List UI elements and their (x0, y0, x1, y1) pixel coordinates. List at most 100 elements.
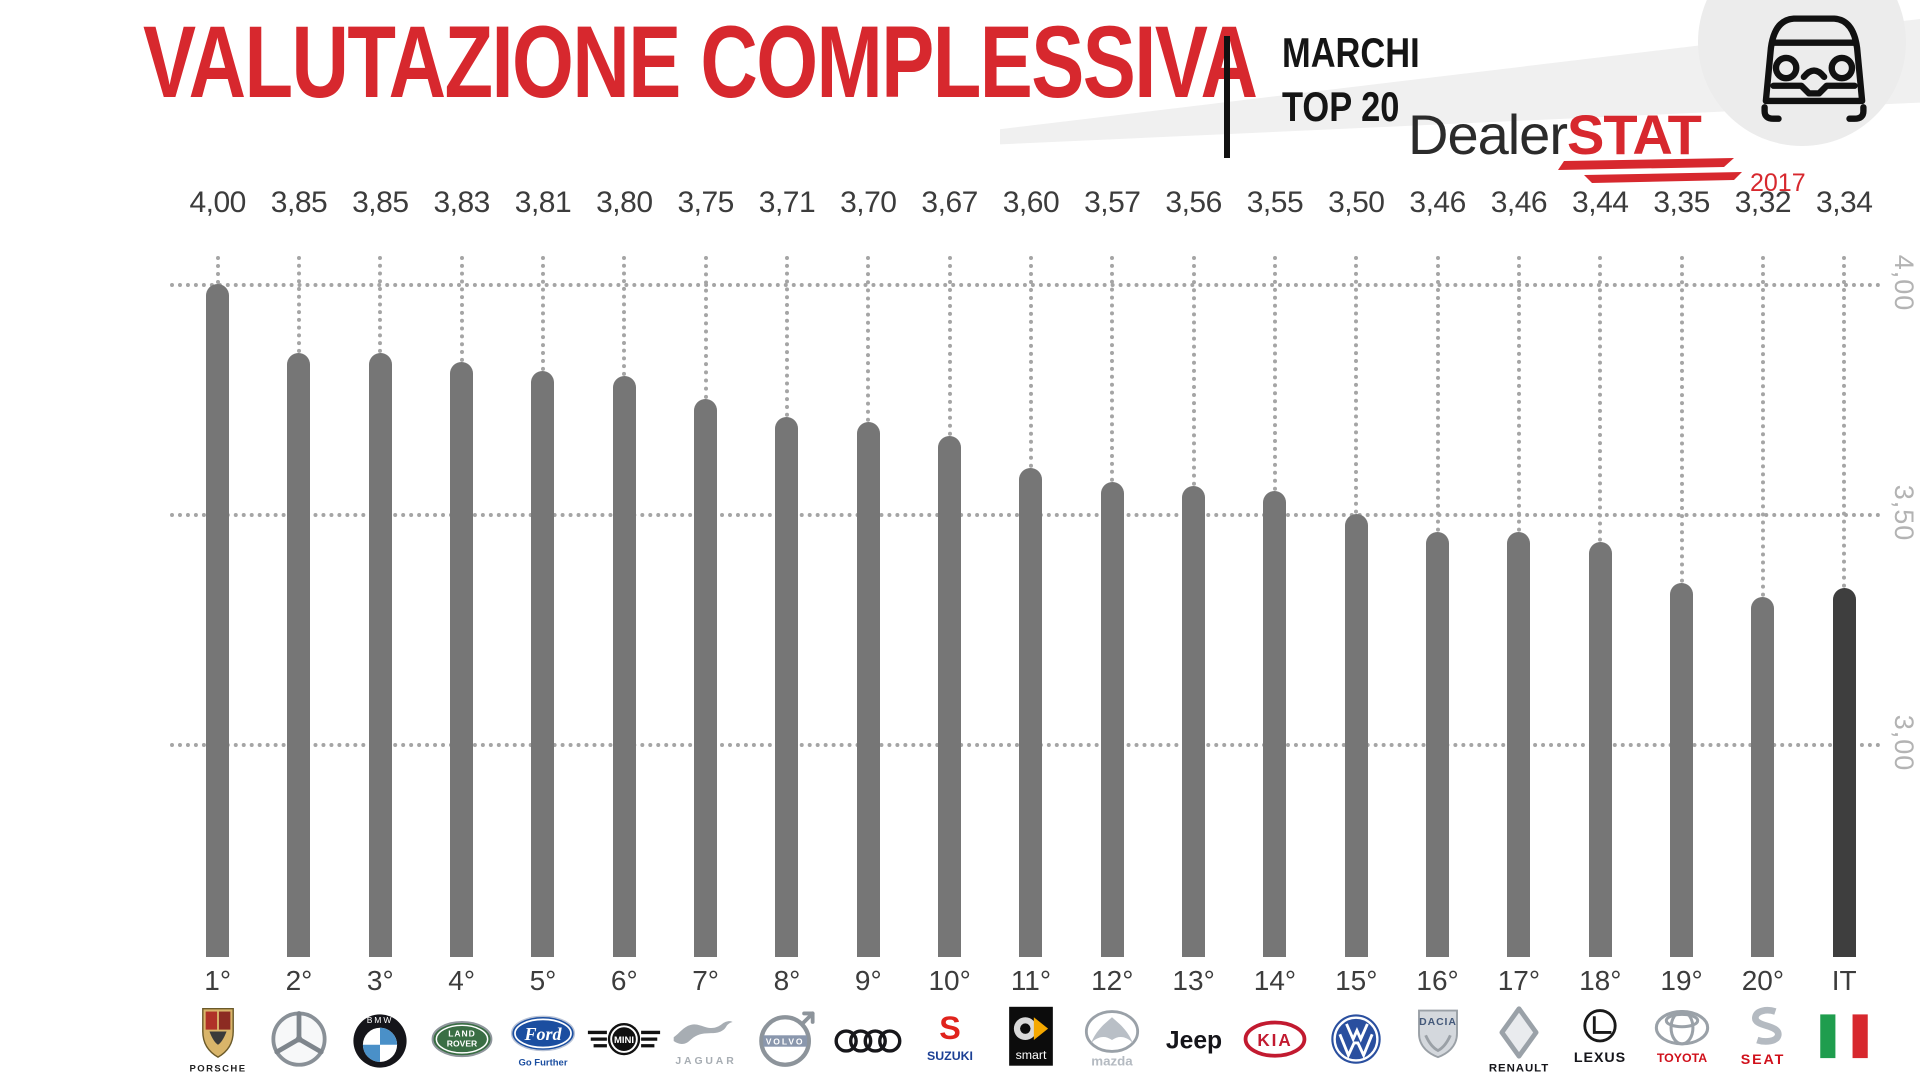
category-label: 3° (366, 965, 394, 996)
brand-logo (1804, 1001, 1885, 1080)
dotted-guide-line (866, 256, 871, 422)
bar-value-label: 3,55 (1246, 186, 1304, 219)
chart-column: 3,46 16° DACIA (1397, 186, 1478, 1080)
svg-text:smart: smart (1016, 1048, 1047, 1062)
dotted-guide-line (1842, 256, 1847, 588)
brand-logo: Ford Go Further (502, 1001, 583, 1080)
bar-value-label: 3,83 (433, 186, 490, 219)
svg-text:RENAULT: RENAULT (1489, 1062, 1549, 1074)
chart-column: 3,85 3° BMW (340, 186, 421, 1080)
dealerstat-logo: DealerSTAT 2017 (1408, 102, 1806, 197)
lexus-logo-icon: LEXUS (1574, 1008, 1626, 1065)
header-divider (1224, 36, 1230, 158)
badge-line-marchi: MARCHI (1282, 29, 1420, 76)
jaguar-logo-icon: JAGUAR (673, 1020, 733, 1066)
chart-column: 3,71 8° VOLVO (746, 186, 827, 1080)
bar (1588, 542, 1612, 957)
bar-value-label: 3,75 (677, 186, 734, 219)
bar-value-label: 4,00 (189, 186, 246, 219)
bar-track (258, 256, 339, 957)
page-title: VALUTAZIONE COMPLESSIVA (143, 5, 1258, 119)
svg-text:SEAT: SEAT (1741, 1051, 1786, 1067)
category-label: 19° (1660, 965, 1703, 996)
brand-logo: JAGUAR (665, 1001, 746, 1080)
bar-track (1641, 256, 1722, 957)
bar (368, 353, 392, 957)
svg-text:BMW: BMW (367, 1014, 394, 1024)
category-label: 2° (285, 965, 313, 996)
bar (206, 284, 230, 957)
brand-logo (258, 1001, 339, 1080)
dealerstat-year: 2017 (1750, 169, 1806, 197)
italia-logo-icon (1820, 1013, 1868, 1058)
brand-logo (828, 1001, 909, 1080)
y-axis-tick-label: 3,00 (1889, 714, 1919, 772)
dotted-guide-line (1354, 256, 1359, 514)
category-label: 12° (1091, 965, 1134, 996)
bmw-logo-icon: BMW (353, 1013, 407, 1068)
bar-track (1478, 256, 1559, 957)
dotted-guide-line (1272, 256, 1277, 491)
chart-column: 3,75 7° JAGUAR (665, 186, 746, 1080)
bar (1751, 597, 1775, 957)
bar-track (1560, 256, 1641, 957)
dotted-guide-line (378, 256, 383, 353)
svg-text:VOLVO: VOLVO (766, 1036, 805, 1046)
dealerstat-logo-text-dealer: Dealer (1408, 103, 1568, 166)
y-axis-tick-label: 3,50 (1889, 484, 1919, 542)
bar (531, 371, 555, 957)
brand-logo: S SUZUKI (909, 1001, 990, 1080)
brand-logo: mazda (1072, 1001, 1153, 1080)
category-label: 5° (529, 965, 557, 996)
badge-line-top20: TOP 20 (1282, 83, 1400, 130)
bar-value-label: 3,46 (1409, 186, 1466, 219)
bar-value-label: 3,60 (1002, 186, 1060, 219)
bar-value-label: 3,85 (352, 186, 409, 219)
dotted-guide-line (215, 256, 220, 284)
category-label: 13° (1172, 965, 1215, 996)
dotted-guide-line (947, 256, 952, 436)
toyota-logo-icon: TOYOTA (1654, 1009, 1709, 1064)
dotted-guide-line (1598, 256, 1603, 542)
bar (1832, 588, 1856, 957)
bar-value-label: 3,50 (1328, 186, 1385, 219)
bar-track (828, 256, 909, 957)
vw-logo-icon (1331, 1013, 1381, 1064)
brand-logo: PORSCHE (177, 1001, 258, 1080)
bar (287, 353, 311, 957)
bar-track (421, 256, 502, 957)
y-axis-tick-label: 4,00 (1889, 254, 1919, 312)
svg-text:PORSCHE: PORSCHE (189, 1063, 246, 1074)
mini-logo-icon: MINI (588, 1022, 661, 1055)
bar (856, 422, 880, 957)
jeep-logo-icon: Jeep (1165, 1027, 1221, 1054)
svg-text:LAND: LAND (448, 1028, 476, 1038)
bar (694, 399, 718, 957)
bar (1100, 482, 1124, 957)
chart-column: 3,34 IT (1804, 186, 1885, 1080)
chart-column: 3,60 11° smart (990, 186, 1071, 1080)
dealerstat-logo-text-stat: STAT (1566, 103, 1702, 166)
bar (612, 376, 636, 957)
brand-logo: RENAULT (1478, 1001, 1559, 1080)
bar-track (990, 256, 1071, 957)
renault-logo-icon: RENAULT (1489, 1005, 1549, 1074)
chart-column: 3,56 13° Jeep (1153, 186, 1234, 1080)
chart-column: 3,80 6° MINI (584, 186, 665, 1080)
svg-text:KIA: KIA (1257, 1030, 1292, 1049)
chart-column: 3,44 18° LEXUS (1560, 186, 1641, 1080)
mazda-logo-icon: mazda (1085, 1009, 1140, 1068)
bar-value-label: 3,70 (840, 186, 897, 219)
category-label: 9° (854, 965, 882, 996)
bar-value-label: 3,34 (1816, 186, 1873, 219)
bar (450, 362, 474, 957)
category-label: 8° (773, 965, 801, 996)
seat-logo-icon: SEAT (1741, 1006, 1786, 1067)
category-label: 16° (1416, 965, 1459, 996)
svg-text:LEXUS: LEXUS (1574, 1049, 1626, 1065)
bar-track (1397, 256, 1478, 957)
suzuki-logo-icon: S SUZUKI (927, 1010, 973, 1063)
chart-column: 3,55 14° KIA (1234, 186, 1315, 1080)
bar (1670, 583, 1694, 957)
